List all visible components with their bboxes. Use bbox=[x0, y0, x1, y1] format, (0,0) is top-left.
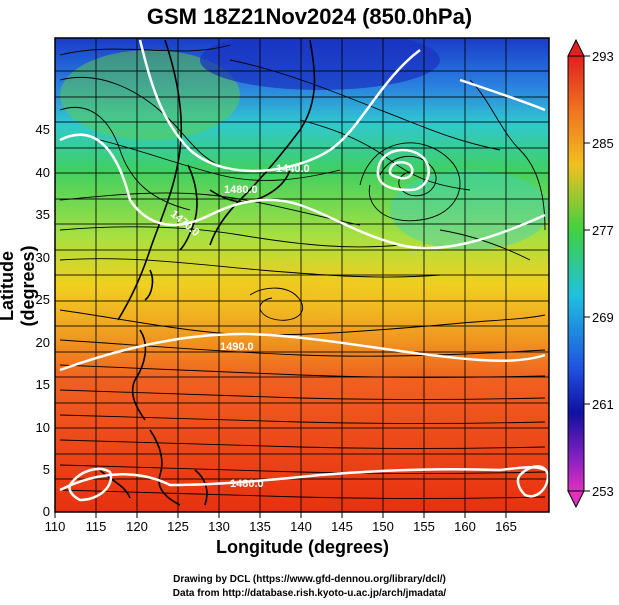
x-tick-115: 115 bbox=[86, 519, 107, 534]
y-tick-40: 40 bbox=[36, 165, 50, 180]
contour-label-5: 1480.0 bbox=[230, 478, 264, 490]
contour-label-1: 1440.0 bbox=[276, 163, 310, 175]
chart-title: GSM 18Z21Nov2024 (850.0hPa) bbox=[146, 4, 473, 29]
y-tick-20: 20 bbox=[36, 335, 50, 350]
x-tick-145: 145 bbox=[331, 519, 353, 534]
colorbar-tick-277: 277 bbox=[592, 223, 614, 238]
y-tick-5: 5 bbox=[43, 462, 50, 477]
x-tick-110: 110 bbox=[45, 519, 66, 534]
y-tick-0: 0 bbox=[43, 504, 50, 519]
colorbar-tick-261: 261 bbox=[592, 397, 614, 412]
x-tick-155: 155 bbox=[413, 519, 435, 534]
y-tick-45: 45 bbox=[36, 122, 50, 137]
x-tick-125: 125 bbox=[167, 519, 189, 534]
y-tick-25: 25 bbox=[36, 292, 50, 307]
y-tick-labels: 0 5 10 15 20 25 30 35 40 45 bbox=[36, 122, 50, 519]
x-tick-120: 120 bbox=[126, 519, 148, 534]
colorbar-bar bbox=[567, 55, 585, 492]
x-axis-ticks bbox=[54, 512, 507, 518]
colorbar-tick-253: 253 bbox=[592, 484, 614, 499]
x-tick-165: 165 bbox=[495, 519, 517, 534]
contour-label-2: 1480.0 bbox=[224, 184, 258, 196]
grid-lines bbox=[55, 38, 549, 512]
streamlines bbox=[59, 44, 546, 499]
colorbar-bottom-arrow bbox=[567, 490, 585, 509]
contour-label-4: 1490.0 bbox=[220, 341, 254, 353]
credit-drawing: Drawing by DCL (https://www.gfd-dennou.o… bbox=[173, 574, 446, 585]
y-tick-30: 30 bbox=[36, 250, 50, 265]
y-tick-15: 15 bbox=[36, 377, 50, 392]
y-tick-10: 10 bbox=[36, 420, 50, 435]
x-tick-140: 140 bbox=[290, 519, 312, 534]
plot-frame bbox=[54, 37, 550, 513]
colorbar-top-arrow bbox=[567, 38, 585, 57]
x-tick-labels: 110 115 120 125 130 135 140 145 150 155 … bbox=[45, 519, 517, 534]
x-tick-135: 135 bbox=[249, 519, 271, 534]
coastlines bbox=[99, 39, 316, 506]
x-tick-150: 150 bbox=[372, 519, 394, 534]
height-contours bbox=[59, 39, 549, 502]
x-tick-130: 130 bbox=[208, 519, 230, 534]
colorbar: 293 285 277 269 261 253 bbox=[567, 38, 614, 509]
temperature-field bbox=[55, 38, 549, 512]
colorbar-tick-285: 285 bbox=[592, 136, 614, 151]
y-tick-35: 35 bbox=[36, 207, 50, 222]
x-tick-160: 160 bbox=[454, 519, 476, 534]
colorbar-tick-269: 269 bbox=[592, 310, 614, 325]
credit-data: Data from http://database.rish.kyoto-u.a… bbox=[172, 588, 447, 599]
x-axis-label: Longitude (degrees) bbox=[215, 537, 389, 557]
colorbar-tick-293: 293 bbox=[592, 49, 614, 64]
